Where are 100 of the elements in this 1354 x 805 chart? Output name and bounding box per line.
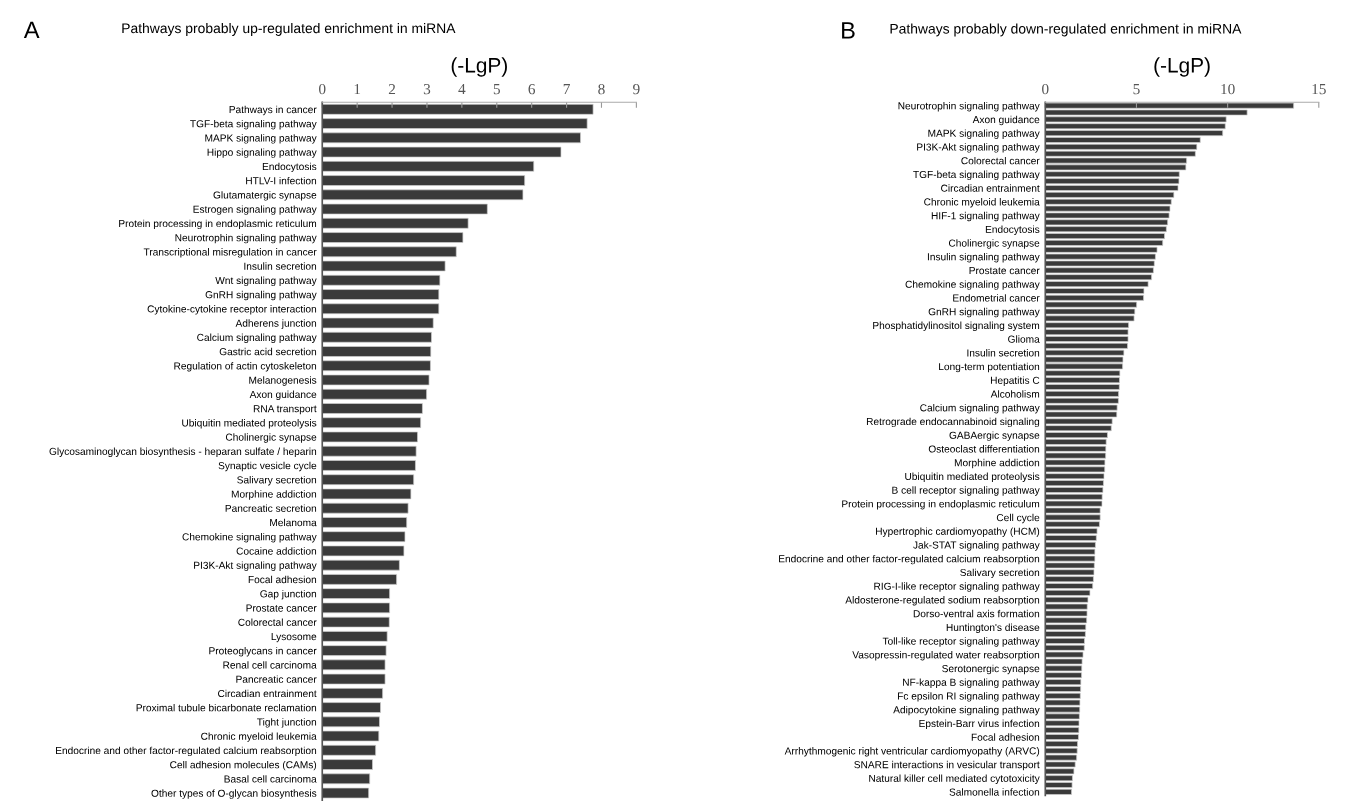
y-tick-label: HTLV-I infection <box>246 176 317 185</box>
bar <box>322 517 408 528</box>
bar <box>322 460 416 471</box>
bar <box>322 445 417 457</box>
y-tick-label: Morphine addiction <box>231 490 317 500</box>
y-tick-label: Protein processing in endoplasmic reticulum <box>842 500 1040 510</box>
y-tick-label: Regulation of actin cytoskeleton <box>174 362 317 372</box>
bar <box>322 787 370 799</box>
bar <box>322 403 423 414</box>
y-tick-label: Neurotrophin signaling pathway <box>175 233 317 244</box>
y-tick-label: Hepatitis C <box>990 376 1040 386</box>
y-tick-label: GABAergic synapse <box>949 431 1040 441</box>
y-tick-label: Osteoclast differentiation <box>928 445 1040 453</box>
y-tick-label: Focal adhesion <box>248 575 317 584</box>
bar <box>322 730 380 742</box>
y-tick-label: Protein processing in endoplasmic reticulum <box>119 219 317 230</box>
y-tick-label: Cell adhesion molecules (CAMs) <box>170 760 317 771</box>
x-tick-label: 15 <box>1312 84 1326 95</box>
y-tick-label: Renal cell carcinoma <box>223 661 317 669</box>
bar <box>322 431 418 443</box>
y-tick-label: Salivary secretion <box>960 568 1040 579</box>
y-tick-label: Epstein-Barr virus infection <box>919 719 1040 730</box>
bar <box>322 388 427 400</box>
y-tick-label: Axon guidance <box>972 115 1040 126</box>
x-tick-label: 6 <box>528 84 536 95</box>
y-tick-label: Pancreatic secretion <box>225 504 317 512</box>
bar <box>322 588 390 599</box>
y-tick-label: Chronic myeloid leukemia <box>201 732 317 742</box>
y-tick-label: Circadian entrainment <box>941 184 1040 192</box>
y-tick-label: Colorectal cancer <box>238 618 317 626</box>
y-tick-label: Serotonergic synapse <box>942 664 1040 675</box>
bar <box>322 645 387 656</box>
y-tick-label: Ubiquitin mediated proteolysis <box>905 472 1040 483</box>
bar <box>322 417 422 429</box>
y-tick-label: Adherens junction <box>235 319 317 329</box>
y-tick-label: Estrogen signaling pathway <box>193 205 317 215</box>
y-tick-label: Arrhythmogenic right ventricular cardiomyopathy (ARVC) <box>784 747 1040 757</box>
y-tick-label: HIF-1 signaling pathway <box>931 211 1040 222</box>
y-tick-label: Cocaine addiction <box>236 547 317 555</box>
y-tick-label: Tight junction <box>257 718 317 728</box>
bar <box>322 217 469 229</box>
y-tick-label: Other types of O-glycan biosynthesis <box>151 789 317 799</box>
bar <box>322 303 440 315</box>
bar <box>322 474 415 486</box>
y-tick-label: Salmonella infection <box>949 788 1040 796</box>
y-tick-label: NF-kappa B signaling pathway <box>903 678 1040 688</box>
y-tick-label: Endocytosis <box>262 162 317 173</box>
y-tick-label: Glycosaminoglycan biosynthesis - heparan sulfate / heparin <box>49 447 317 457</box>
y-tick-label: Chemokine signaling pathway <box>905 280 1040 290</box>
bar <box>322 346 432 357</box>
y-tick-label: Insulin signaling pathway <box>927 252 1040 263</box>
bar <box>322 118 588 129</box>
y-tick-label: Glioma <box>1008 335 1040 343</box>
y-tick-label: Melanogenesis <box>249 376 317 386</box>
y-tick-label: Circadian entrainment <box>218 689 317 698</box>
y-tick-label: Long-term potentiation <box>939 362 1040 373</box>
y-tick-label: Huntington's disease <box>946 623 1040 633</box>
x-tick-label: 7 <box>563 84 570 95</box>
y-tick-label: Transcriptional misregulation in cancer <box>143 248 317 258</box>
x-tick-label: 5 <box>1133 84 1140 95</box>
y-tick-label: Dorso-ventral axis formation <box>913 609 1040 618</box>
y-tick-label: Insulin secretion <box>244 262 317 270</box>
x-tick-label: 4 <box>458 84 466 95</box>
bar <box>322 104 594 115</box>
y-tick-label: Endocrine and other factor-regulated calcium reabsorption <box>779 554 1040 565</box>
x-tick-label: 0 <box>1042 83 1049 95</box>
x-tick-label: 1 <box>354 84 361 95</box>
bar <box>322 688 383 699</box>
bar <box>322 616 390 628</box>
bar <box>322 360 431 372</box>
y-tick-label: Phosphatidylinositol signaling system <box>873 321 1040 332</box>
y-tick-label: Calcium signaling pathway <box>920 403 1040 414</box>
bar <box>322 161 535 172</box>
y-tick-label: Retrograde endocannabinoid signaling <box>866 417 1040 428</box>
x-tick-label: 10 <box>1221 83 1235 95</box>
bar <box>322 331 432 343</box>
bar <box>322 744 376 756</box>
y-tick-label: PI3K-Akt signaling pathway <box>194 561 317 571</box>
bar <box>322 659 386 671</box>
y-tick-label: Basal cell carcinoma <box>224 775 317 783</box>
chart-title: Pathways probably up-regulated enrichment in miRNA <box>122 22 456 36</box>
chart-title: Pathways probably down-regulated enrichment in miRNA <box>890 23 1242 37</box>
y-tick-label: Prostate cancer <box>969 267 1040 275</box>
bar <box>322 702 381 713</box>
y-tick-label: Morphine addiction <box>954 458 1040 469</box>
y-tick-label: Hypertrophic cardiomyopathy (HCM) <box>876 527 1040 537</box>
bar <box>322 203 488 215</box>
y-tick-label: Lysosome <box>271 633 317 643</box>
y-tick-label: Toll-like receptor signaling pathway <box>882 637 1040 647</box>
x-tick-label: 0 <box>319 83 326 95</box>
x-tick-label: 9 <box>633 84 640 95</box>
x-tick-label: 8 <box>598 83 605 95</box>
y-tick-label: Pancreatic cancer <box>236 675 317 683</box>
bar <box>322 246 457 258</box>
y-tick-label: Fc epsilon RI signaling pathway <box>897 692 1040 702</box>
y-tick-label: Proximal tubule bicarbonate reclamation <box>136 703 317 712</box>
bar <box>322 559 400 571</box>
x-tick-label: 5 <box>493 84 500 95</box>
x-axis-title: (-LgP) <box>451 57 507 77</box>
y-tick-label: MAPK signaling pathway <box>928 129 1040 139</box>
